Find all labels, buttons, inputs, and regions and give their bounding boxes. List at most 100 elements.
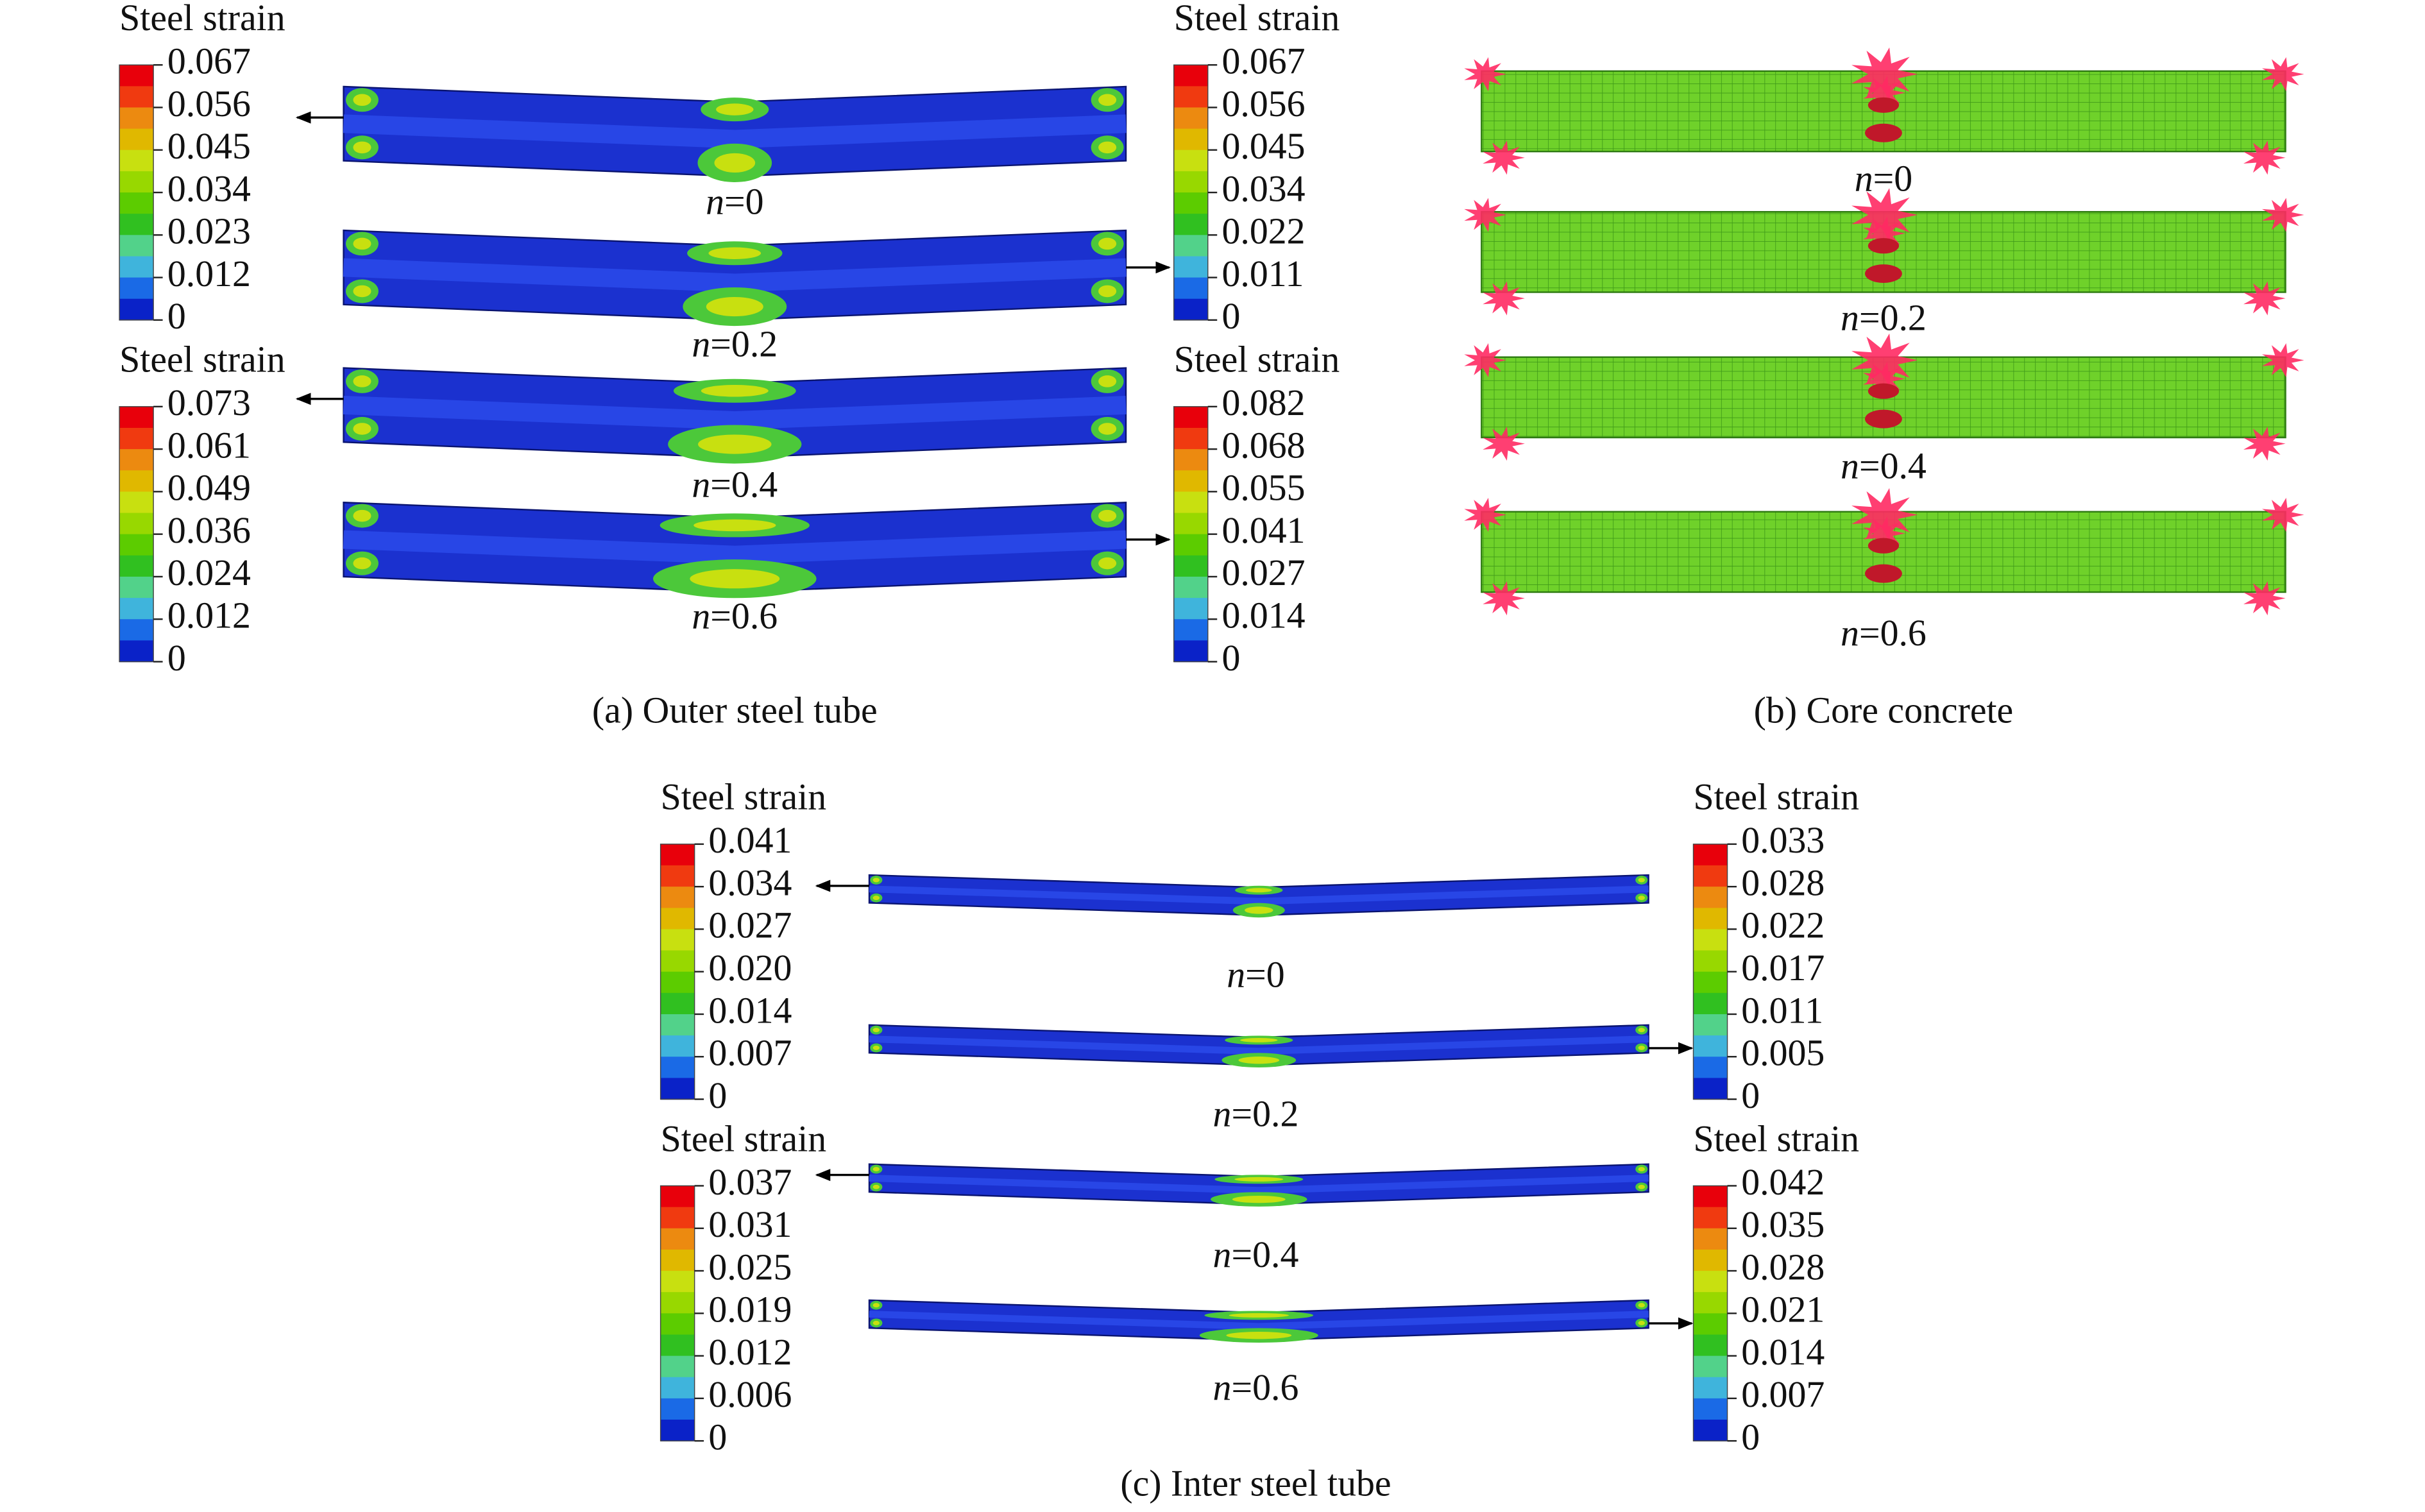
legend-band bbox=[1173, 107, 1208, 130]
load-ratio-value: =0.4 bbox=[1231, 1234, 1298, 1275]
strain-core bbox=[872, 1303, 880, 1308]
strain-core bbox=[1232, 1195, 1286, 1203]
legend-band bbox=[660, 1398, 695, 1420]
legend-band bbox=[660, 1292, 695, 1314]
legend-band bbox=[1693, 1249, 1728, 1271]
strain-core bbox=[1098, 94, 1117, 106]
legend-band bbox=[1173, 149, 1208, 172]
concrete-crack bbox=[1868, 97, 1900, 113]
legend-band bbox=[660, 1271, 695, 1293]
load-ratio-symbol: n bbox=[1213, 1366, 1232, 1408]
legend-band bbox=[1693, 1292, 1728, 1314]
stress-burst bbox=[1464, 57, 1506, 92]
strain-core bbox=[1098, 141, 1117, 154]
tube-shade bbox=[343, 395, 1127, 430]
legend-tick-label: 0.027 bbox=[1221, 552, 1305, 593]
legend-tick-label: 0.012 bbox=[167, 253, 251, 294]
strain-core bbox=[1240, 1037, 1278, 1042]
load-ratio-value: =0.4 bbox=[1859, 445, 1927, 487]
strain-core bbox=[353, 375, 371, 387]
legend-tick-label: 0 bbox=[167, 295, 186, 337]
legend-band bbox=[1693, 992, 1728, 1015]
legend-tick-label: 0.028 bbox=[1741, 1246, 1825, 1287]
strain-core bbox=[353, 509, 371, 522]
load-ratio-label: n=0.6 bbox=[1841, 612, 1927, 654]
legend-tick-label: 0.012 bbox=[708, 1331, 792, 1373]
legend-band bbox=[1693, 1334, 1728, 1357]
load-ratio-label: n=0.2 bbox=[1213, 1093, 1299, 1135]
panel-caption: (b) Core concrete bbox=[1754, 690, 2014, 731]
legend-band bbox=[1173, 256, 1208, 278]
strain-core bbox=[1638, 1303, 1646, 1308]
legend-title: Steel strain bbox=[119, 0, 285, 38]
legend-band bbox=[119, 427, 154, 450]
strain-core bbox=[1638, 1028, 1646, 1033]
legend-tick-label: 0.045 bbox=[167, 125, 251, 167]
core-concrete bbox=[1464, 47, 2304, 175]
core-concrete bbox=[1464, 188, 2304, 316]
strain-core bbox=[872, 1045, 880, 1050]
strain-core bbox=[1098, 423, 1117, 435]
legend-band bbox=[1693, 1420, 1728, 1441]
legend-tick-label: 0.034 bbox=[708, 862, 792, 903]
tube-shade bbox=[343, 114, 1127, 149]
legend-band bbox=[119, 491, 154, 514]
legend-band bbox=[1173, 65, 1208, 87]
legend-band bbox=[119, 406, 154, 429]
legend-band bbox=[1173, 214, 1208, 236]
load-ratio-value: =0 bbox=[1245, 954, 1285, 996]
legend-band bbox=[1693, 844, 1728, 866]
legend-tick-label: 0.012 bbox=[167, 594, 251, 636]
legend-band bbox=[119, 171, 154, 193]
legend-band bbox=[1173, 513, 1208, 535]
legend-band bbox=[660, 950, 695, 973]
stress-burst bbox=[2243, 281, 2286, 316]
load-ratio-label: n=0.6 bbox=[692, 595, 778, 637]
strain-core bbox=[353, 285, 371, 298]
strain-core bbox=[872, 1028, 880, 1033]
stress-burst bbox=[2261, 57, 2304, 92]
strain-core bbox=[701, 384, 769, 397]
tube-shade bbox=[343, 530, 1127, 565]
legend-band bbox=[119, 470, 154, 493]
legend-band bbox=[660, 1313, 695, 1336]
legend-band bbox=[660, 971, 695, 994]
stress-burst bbox=[1464, 343, 1506, 378]
legend-band bbox=[660, 1014, 695, 1036]
legend-tick-label: 0.061 bbox=[167, 424, 251, 466]
concrete-crack bbox=[1868, 538, 1900, 554]
strain-core bbox=[706, 297, 763, 317]
legend-band bbox=[119, 513, 154, 535]
load-ratio-value: =0.6 bbox=[710, 595, 778, 637]
legend-tick-label: 0.005 bbox=[1741, 1032, 1825, 1074]
legend-band bbox=[1173, 534, 1208, 556]
load-ratio-symbol: n bbox=[1841, 297, 1859, 339]
legend-band bbox=[1173, 298, 1208, 321]
strain-core bbox=[1638, 1167, 1646, 1172]
legend-tick-label: 0.007 bbox=[1741, 1373, 1825, 1415]
legend-band bbox=[1173, 171, 1208, 193]
tube-shade bbox=[869, 1311, 1649, 1330]
legend-band bbox=[660, 1249, 695, 1271]
load-ratio-value: =0 bbox=[1873, 158, 1913, 200]
stress-burst bbox=[1483, 581, 1525, 616]
stress-burst bbox=[1464, 198, 1506, 232]
legend-band bbox=[1693, 1228, 1728, 1250]
strain-core bbox=[1638, 1320, 1646, 1325]
legend-band bbox=[119, 576, 154, 599]
legend-tick-label: 0.037 bbox=[708, 1161, 792, 1203]
strain-core bbox=[872, 878, 880, 883]
legend-band bbox=[1173, 277, 1208, 300]
legend-tick-label: 0.034 bbox=[167, 167, 251, 209]
stress-burst bbox=[2261, 498, 2304, 532]
legend-band bbox=[119, 214, 154, 236]
legend-tick-label: 0.019 bbox=[708, 1289, 792, 1330]
panel-caption: (a) Outer steel tube bbox=[592, 690, 878, 731]
legend-band bbox=[1693, 865, 1728, 887]
legend-band bbox=[1693, 1398, 1728, 1420]
steel-tube bbox=[343, 85, 1127, 182]
load-ratio-label: n=0.6 bbox=[1213, 1366, 1299, 1408]
load-ratio-label: n=0 bbox=[1855, 158, 1912, 200]
legend-band bbox=[119, 86, 154, 108]
load-ratio-symbol: n bbox=[1227, 954, 1245, 996]
